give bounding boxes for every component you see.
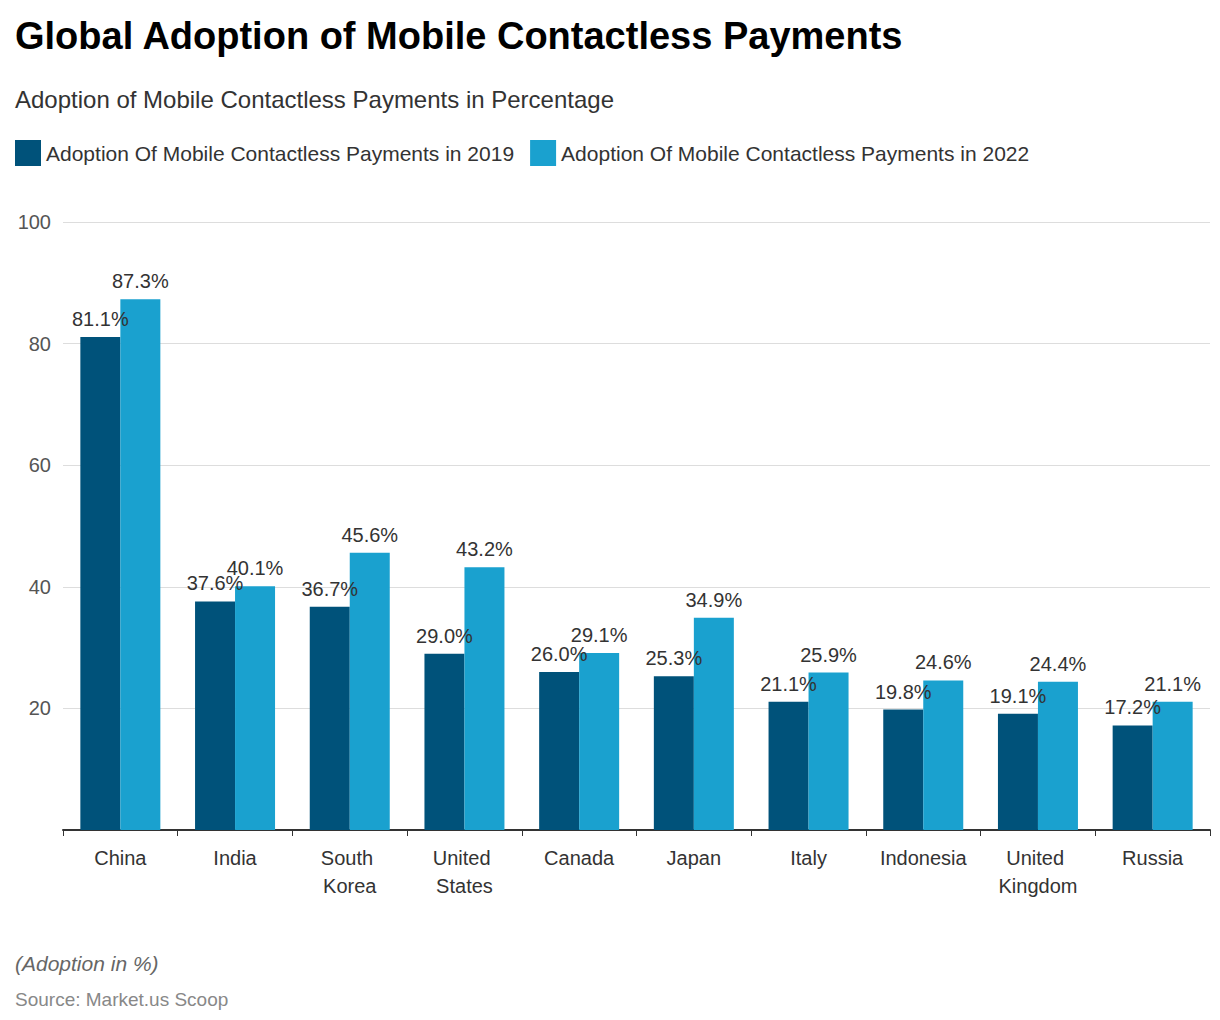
svg-text:40: 40 <box>29 576 51 598</box>
svg-text:25.3%: 25.3% <box>645 647 702 669</box>
svg-text:45.6%: 45.6% <box>341 524 398 546</box>
svg-text:40.1%: 40.1% <box>227 557 284 579</box>
svg-text:Adoption of Mobile Contactless: Adoption of Mobile Contactless Payments … <box>15 86 614 113</box>
svg-text:China: China <box>94 847 147 869</box>
svg-text:Kingdom: Kingdom <box>998 875 1077 897</box>
svg-text:17.2%: 17.2% <box>1104 696 1161 718</box>
svg-text:43.2%: 43.2% <box>456 538 513 560</box>
svg-text:20: 20 <box>29 697 51 719</box>
svg-text:Japan: Japan <box>667 847 722 869</box>
svg-text:100: 100 <box>18 211 51 233</box>
svg-text:80: 80 <box>29 333 51 355</box>
svg-text:Canada: Canada <box>544 847 615 869</box>
svg-text:Global Adoption of Mobile Cont: Global Adoption of Mobile Contactless Pa… <box>15 15 902 57</box>
svg-text:India: India <box>213 847 257 869</box>
svg-text:United: United <box>1006 847 1069 869</box>
svg-text:Indonesia: Indonesia <box>880 847 968 869</box>
svg-text:Italy: Italy <box>790 847 827 869</box>
svg-text:United: United <box>433 847 496 869</box>
svg-text:29.1%: 29.1% <box>571 624 628 646</box>
svg-text:37.6%: 37.6% <box>186 572 244 595</box>
svg-text:Source: Market.us Scoop: Source: Market.us Scoop <box>15 989 228 1010</box>
svg-text:60: 60 <box>29 454 51 476</box>
svg-text:26.0%: 26.0% <box>531 643 588 665</box>
svg-text:21.1%: 21.1% <box>760 673 817 695</box>
svg-text:21.1%: 21.1% <box>1144 673 1201 695</box>
svg-text:19.1%: 19.1% <box>990 685 1047 707</box>
svg-text:(Adoption in %): (Adoption in %) <box>15 952 159 975</box>
svg-text:81.1%: 81.1% <box>72 308 129 330</box>
svg-text:Adoption Of Mobile Contactless: Adoption Of Mobile Contactless Payments … <box>561 142 1029 165</box>
svg-text:19.8%: 19.8% <box>875 681 932 703</box>
svg-text:Korea: Korea <box>323 875 377 897</box>
svg-text:36.7%: 36.7% <box>301 578 358 600</box>
svg-text:34.9%: 34.9% <box>685 589 742 611</box>
svg-text:24.4%: 24.4% <box>1030 653 1087 675</box>
svg-text:States: States <box>436 875 493 897</box>
svg-text:29.0%: 29.0% <box>416 625 473 647</box>
svg-text:South: South <box>321 847 379 869</box>
svg-text:Adoption Of Mobile Contactless: Adoption Of Mobile Contactless Payments … <box>46 142 514 165</box>
svg-text:87.3%: 87.3% <box>112 270 169 292</box>
svg-text:Russia: Russia <box>1122 847 1184 869</box>
svg-text:25.9%: 25.9% <box>800 644 857 666</box>
svg-text:24.6%: 24.6% <box>915 651 972 673</box>
